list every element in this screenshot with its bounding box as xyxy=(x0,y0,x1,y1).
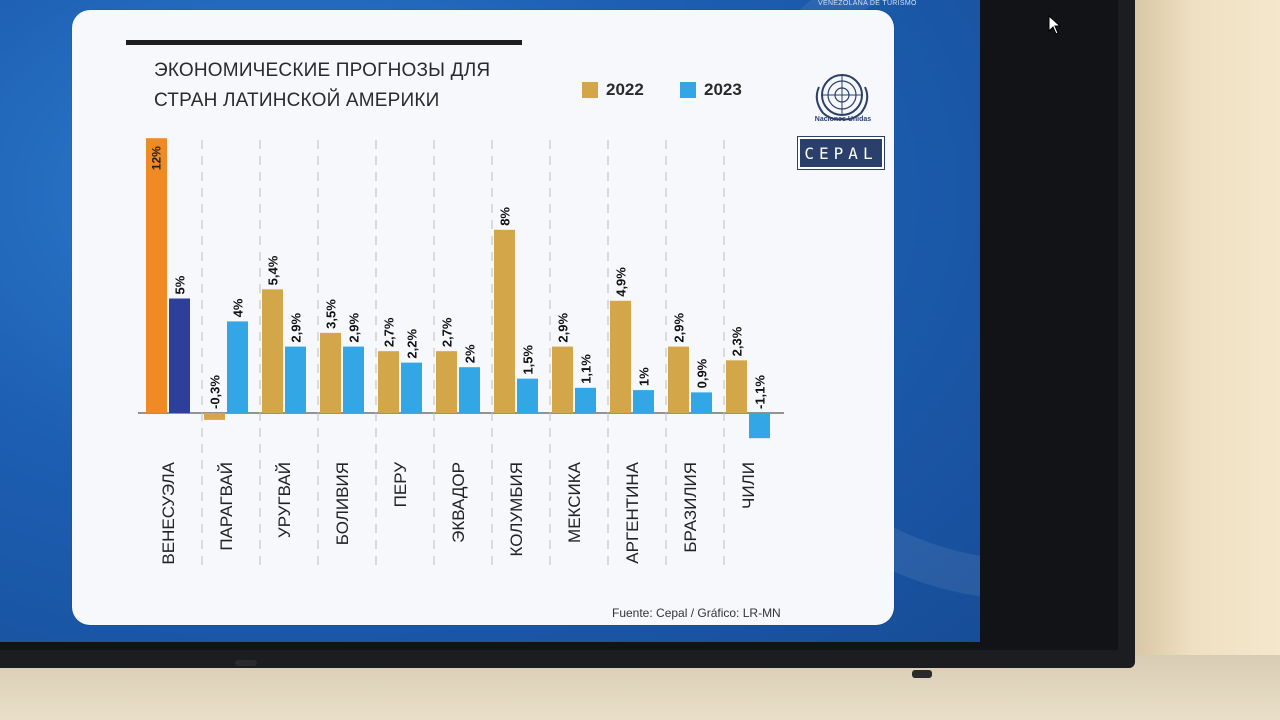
bar-2023 xyxy=(575,387,596,413)
category-label: АРГЕНТИНА xyxy=(623,461,642,563)
bar-2023 xyxy=(633,390,654,413)
bar-2022 xyxy=(552,346,573,413)
bar-2022 xyxy=(668,346,689,413)
bar-2022 xyxy=(436,351,457,413)
category-label: МЕКСИКА xyxy=(565,461,584,543)
data-label-2022: 2,7% xyxy=(382,317,397,347)
data-label-2022: 2,7% xyxy=(440,317,455,347)
data-label-2023: 1,1% xyxy=(579,354,594,384)
chart-card: ЭКОНОМИЧЕСКИЕ ПРОГНОЗЫ ДЛЯ СТРАН ЛАТИНСК… xyxy=(72,10,894,625)
tv-foot-right xyxy=(912,670,932,678)
bar-2023 xyxy=(169,298,190,413)
cepal-logo: CEPAL xyxy=(798,137,884,169)
bar-2023 xyxy=(401,362,422,413)
wall-background xyxy=(1135,0,1280,720)
data-label-2023: -1,1% xyxy=(753,375,768,409)
bar-2022 xyxy=(262,289,283,413)
bar-2022 xyxy=(610,300,631,413)
data-label-2023: 2,2% xyxy=(405,329,420,359)
tourism-logo-text: VENEZOLANA DE TURISMO xyxy=(818,0,917,7)
data-label-2022: 3,5% xyxy=(324,299,339,329)
data-label-2022: 8% xyxy=(498,207,513,226)
chart-title-line-1: ЭКОНОМИЧЕСКИЕ ПРОГНОЗЫ ДЛЯ xyxy=(154,60,491,81)
data-label-2022: 2,9% xyxy=(672,313,687,343)
chart-title-line-2: СТРАН ЛАТИНСКОЙ АМЕРИКИ xyxy=(154,90,440,111)
bar-2023 xyxy=(285,346,306,413)
tv-frame: VENEZOLANA DE TURISMO ЭКОНОМИЧЕСКИЕ ПРОГ… xyxy=(0,0,1135,668)
category-label: ПАРАГВАЙ xyxy=(217,462,236,551)
category-label: КОЛУМБИЯ xyxy=(507,462,526,557)
category-label: БОЛИВИЯ xyxy=(333,462,352,545)
bar-2022 xyxy=(378,351,399,413)
data-label-2022: 2,3% xyxy=(730,326,745,356)
legend-label-2022: 2022 xyxy=(606,80,644,99)
category-label: ВЕНЕСУЭЛА xyxy=(159,461,178,564)
bar-2022 xyxy=(204,413,225,420)
bar-2023 xyxy=(343,346,364,413)
tv-screen: VENEZOLANA DE TURISMO ЭКОНОМИЧЕСКИЕ ПРОГ… xyxy=(0,0,1118,650)
bar-2022 xyxy=(726,360,747,413)
data-label-2022: 2,9% xyxy=(556,313,571,343)
chart-source: Fuente: Cepal / Gráfico: LR-MN xyxy=(612,606,781,620)
data-label-2023: 2% xyxy=(463,344,478,363)
mouse-cursor-icon xyxy=(1048,15,1062,35)
legend-item-2023: 2023 xyxy=(680,80,742,100)
data-label-2023: 5% xyxy=(173,275,188,294)
data-label-2022: -0,3% xyxy=(208,375,223,409)
data-label-2023: 2,9% xyxy=(347,313,362,343)
data-label-2023: 2,9% xyxy=(289,313,304,343)
bar-2023 xyxy=(459,367,480,413)
data-label-2022: 12% xyxy=(150,146,164,170)
legend-item-2022: 2022 xyxy=(582,80,644,100)
legend-swatch-2023 xyxy=(680,82,696,98)
legend-label-2023: 2023 xyxy=(704,80,742,99)
data-label-2023: 1,5% xyxy=(521,345,536,375)
bar-2022 xyxy=(320,332,341,413)
legend-swatch-2022 xyxy=(582,82,598,98)
data-label-2023: 1% xyxy=(637,367,652,386)
bar-chart: 12% 5% ВЕНЕСУЭЛА -0,3% 4% ПАРАГВАЙ 5,4% 2,9% УРУ… xyxy=(138,138,784,570)
un-caption: Naciones Unidas xyxy=(814,116,872,123)
bar-2023 xyxy=(517,378,538,413)
data-label-2023: 4% xyxy=(231,298,246,317)
category-label: УРУГВАЙ xyxy=(275,462,294,538)
category-label: ЧИЛИ xyxy=(739,462,758,509)
bar-2023 xyxy=(227,321,248,413)
data-label-2022: 5,4% xyxy=(266,255,281,285)
bar-2023 xyxy=(691,392,712,413)
bar-2022 xyxy=(146,138,167,413)
category-label: ЭКВАДОР xyxy=(449,462,468,543)
tv-foot-left xyxy=(235,660,257,666)
bar-2023 xyxy=(749,413,770,439)
presentation-slide: VENEZOLANA DE TURISMO ЭКОНОМИЧЕСКИЕ ПРОГ… xyxy=(0,0,980,642)
data-label-2022: 4,9% xyxy=(614,267,629,297)
bar-2022 xyxy=(494,229,515,413)
data-label-2023: 0,9% xyxy=(695,358,710,388)
un-emblem-icon xyxy=(815,74,869,121)
category-label: ПЕРУ xyxy=(391,462,410,508)
title-rule xyxy=(126,40,522,45)
category-label: БРАЗИЛИЯ xyxy=(681,462,700,553)
